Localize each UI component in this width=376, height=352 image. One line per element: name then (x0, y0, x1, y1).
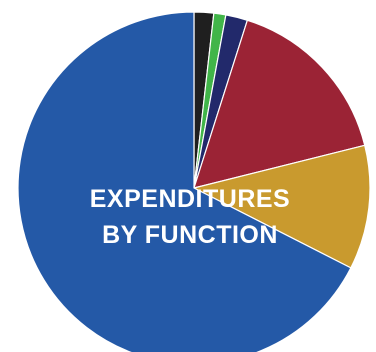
pie-title-line-2: BY FUNCTION (102, 221, 278, 249)
pie-slice-6 (17, 11, 352, 352)
pie-slice-4 (193, 19, 366, 189)
pie-title-line-1: EXPENDITURES (90, 185, 290, 213)
pie-slices (17, 11, 371, 352)
pie-title: EXPENDITURES BY FUNCTION (90, 185, 290, 249)
pie-slice-5 (193, 144, 371, 269)
